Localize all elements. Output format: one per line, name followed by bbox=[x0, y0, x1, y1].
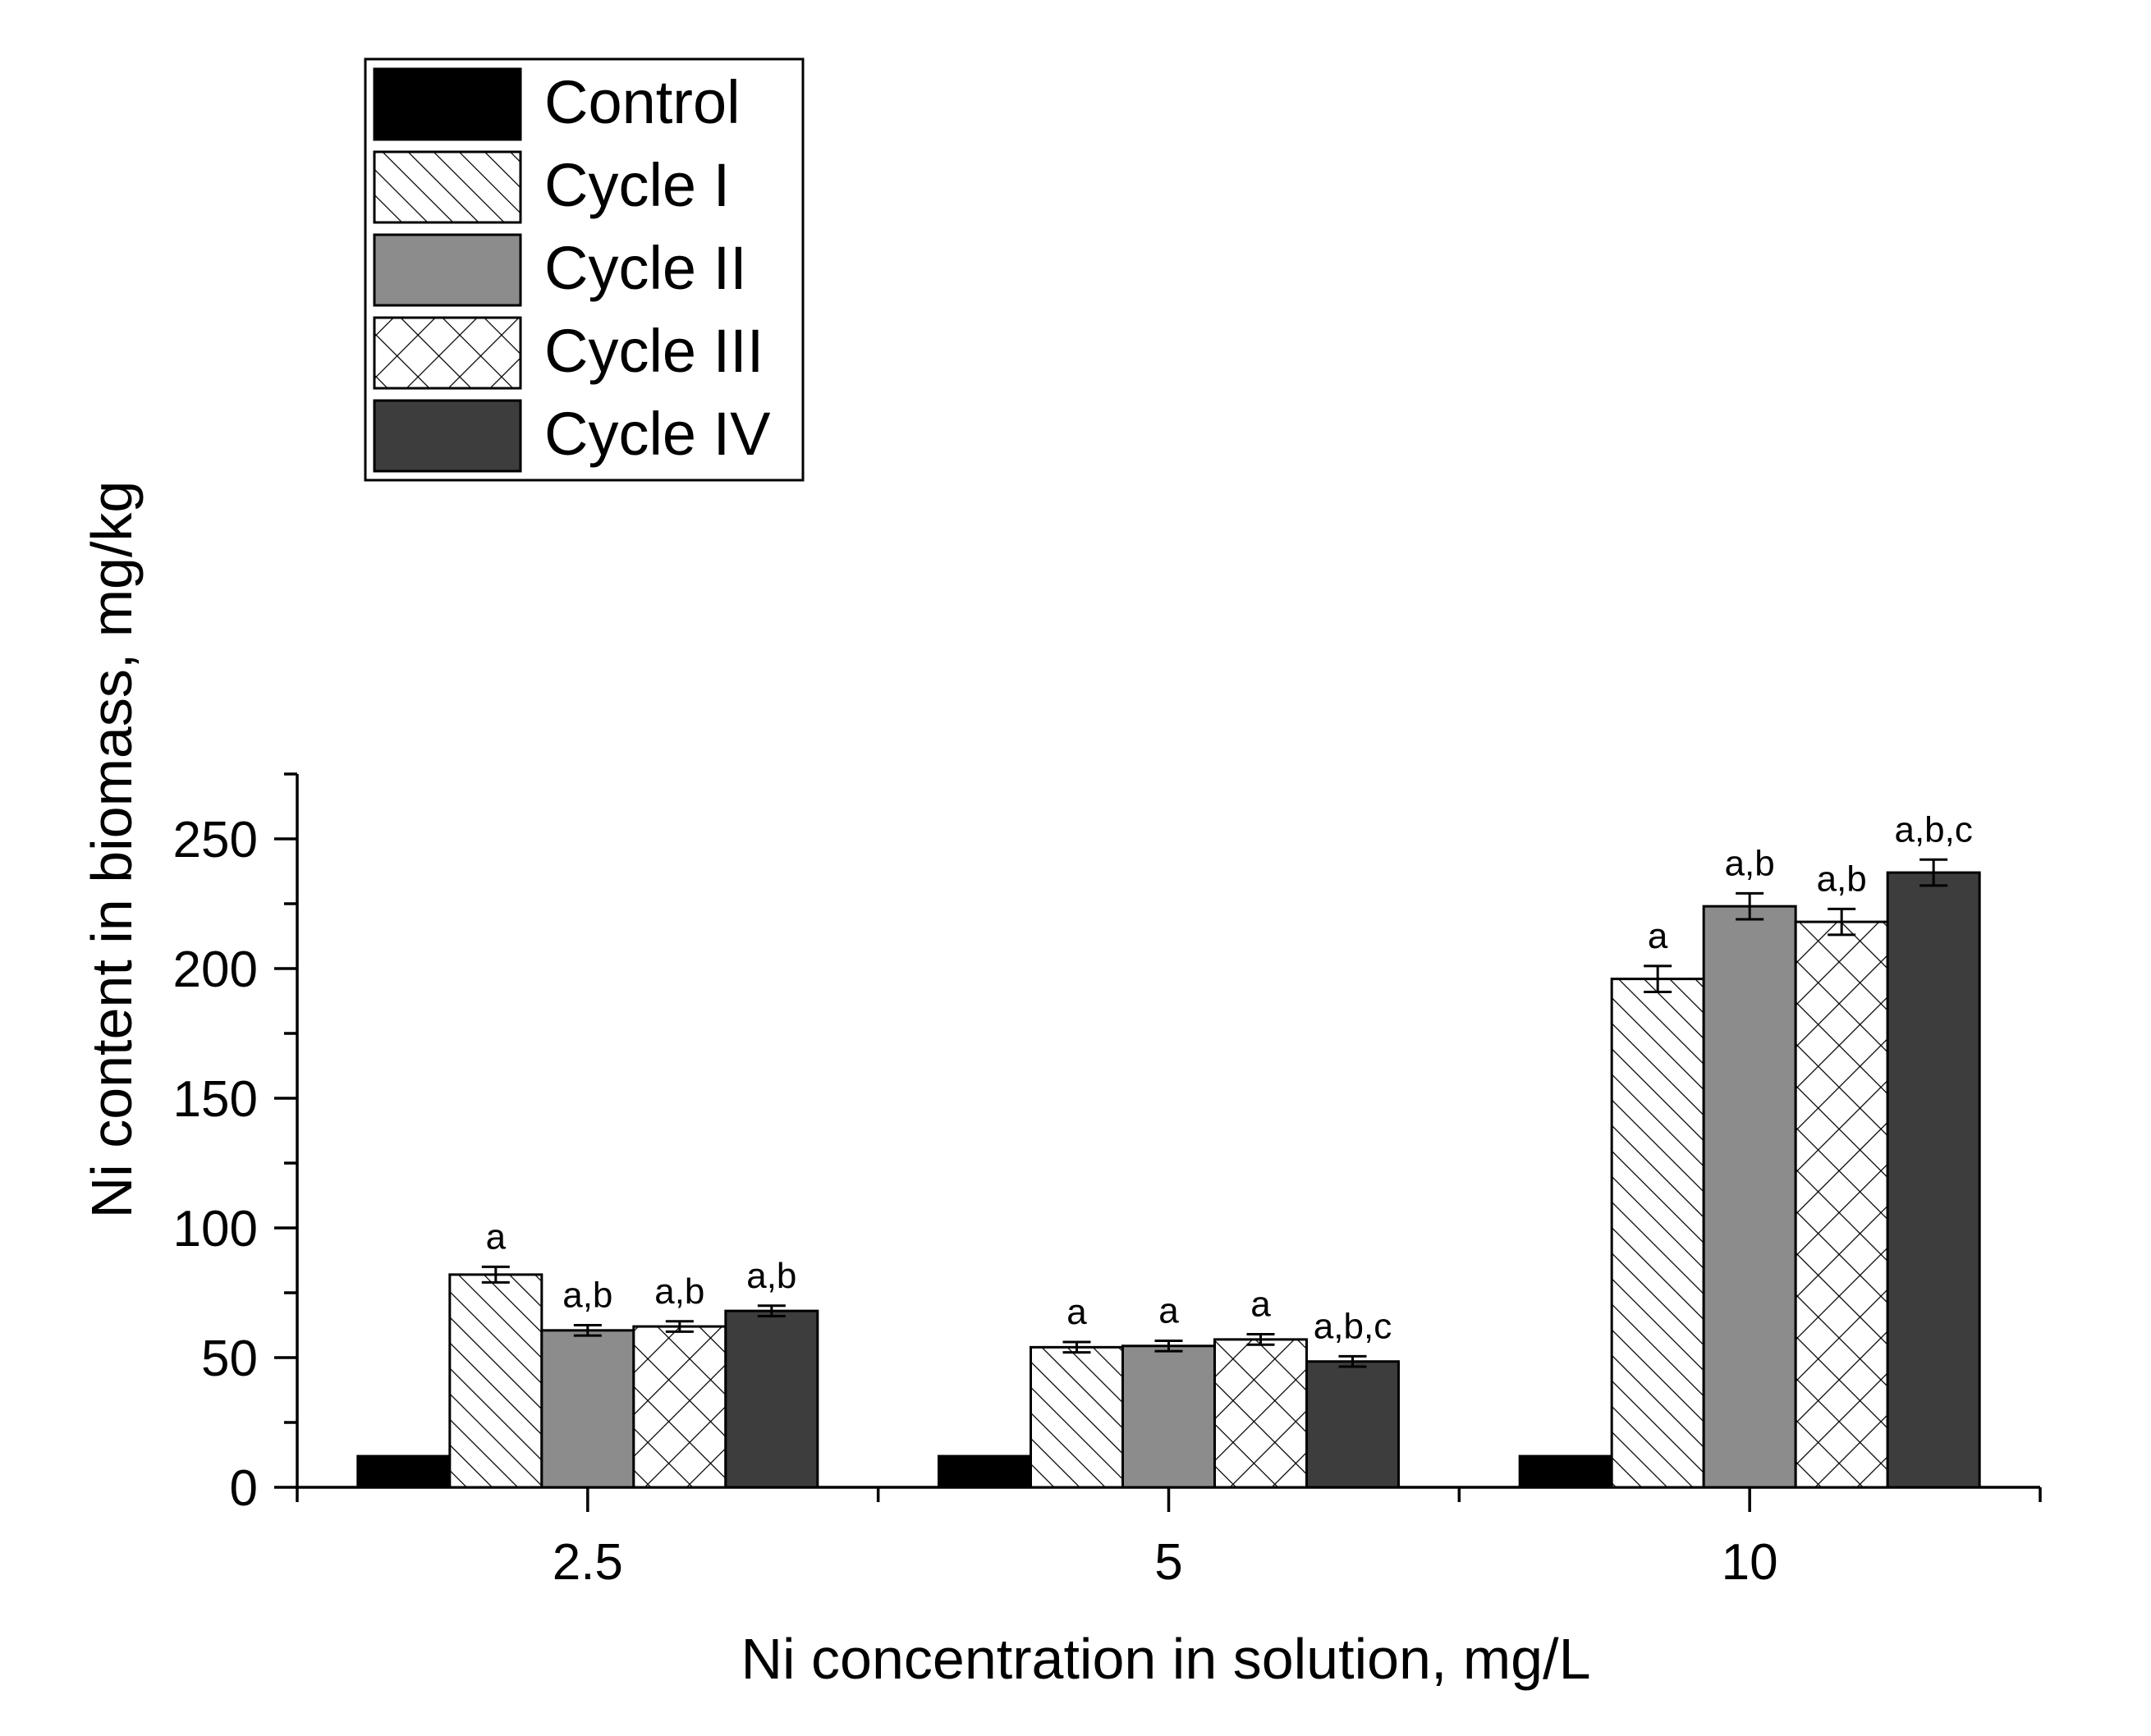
legend-label: Cycle II bbox=[544, 234, 747, 302]
bars bbox=[356, 871, 1981, 1489]
bar bbox=[1121, 1344, 1216, 1489]
bar bbox=[1518, 1454, 1613, 1489]
bar bbox=[938, 1454, 1032, 1489]
bar bbox=[1213, 1338, 1308, 1489]
significance-label: a,b bbox=[1817, 859, 1867, 899]
significance-label: a bbox=[1066, 1292, 1087, 1332]
significance-label: a bbox=[1250, 1285, 1271, 1325]
significance-labels: a a,b a,b a,b a a a a,b,c a a,b a,b a,b,c bbox=[486, 809, 1973, 1346]
significance-label: a,b bbox=[562, 1276, 612, 1316]
x-tick-label: 5 bbox=[1154, 1534, 1182, 1591]
y-axis-title: Ni content in biomass, mg/kg bbox=[80, 481, 144, 1219]
bar bbox=[448, 1273, 543, 1489]
legend-label: Control bbox=[544, 68, 741, 136]
legend-swatch bbox=[373, 67, 522, 141]
x-tick-label: 2.5 bbox=[553, 1534, 623, 1591]
bar bbox=[1610, 978, 1705, 1489]
x-tick-label: 10 bbox=[1722, 1534, 1778, 1591]
significance-label: a bbox=[486, 1216, 507, 1257]
y-tick-label: 100 bbox=[173, 1201, 258, 1257]
bar bbox=[540, 1329, 635, 1489]
significance-label: a,b bbox=[1725, 843, 1775, 883]
bar bbox=[1886, 871, 1981, 1489]
bar bbox=[724, 1309, 819, 1489]
y-tick-label: 150 bbox=[173, 1071, 258, 1128]
legend-swatch bbox=[373, 316, 522, 390]
legend: Control Cycle I Cycle II Cycle III Cycle IV bbox=[364, 57, 805, 482]
significance-label: a,b bbox=[654, 1271, 704, 1312]
error-bars bbox=[481, 858, 1948, 1368]
bar bbox=[1305, 1360, 1400, 1489]
legend-label: Cycle I bbox=[544, 151, 730, 219]
legend-swatch bbox=[373, 150, 522, 224]
bar bbox=[1030, 1345, 1124, 1489]
y-tick-label: 250 bbox=[173, 812, 258, 868]
significance-label: a bbox=[1158, 1290, 1179, 1331]
y-tick-label: 200 bbox=[173, 941, 258, 998]
significance-label: a,b,c bbox=[1314, 1306, 1392, 1346]
significance-label: a,b bbox=[746, 1256, 796, 1296]
bar bbox=[1794, 920, 1889, 1489]
y-tick-label: 50 bbox=[201, 1331, 258, 1387]
axes: 0 50 100 150 200 250 2.5 5 10 bbox=[173, 772, 2042, 1591]
significance-label: a,b,c bbox=[1894, 809, 1972, 850]
bar bbox=[356, 1454, 452, 1489]
legend-swatch bbox=[373, 233, 522, 307]
bar bbox=[1702, 905, 1797, 1489]
legend-label: Cycle IV bbox=[544, 400, 771, 468]
legend-label: Cycle III bbox=[544, 317, 764, 385]
significance-label: a bbox=[1648, 916, 1668, 956]
x-axis-title: Ni concentration in solution, mg/L bbox=[741, 1627, 1591, 1691]
legend-swatch bbox=[373, 399, 522, 473]
bar bbox=[632, 1325, 727, 1489]
y-tick-label: 0 bbox=[230, 1460, 258, 1517]
